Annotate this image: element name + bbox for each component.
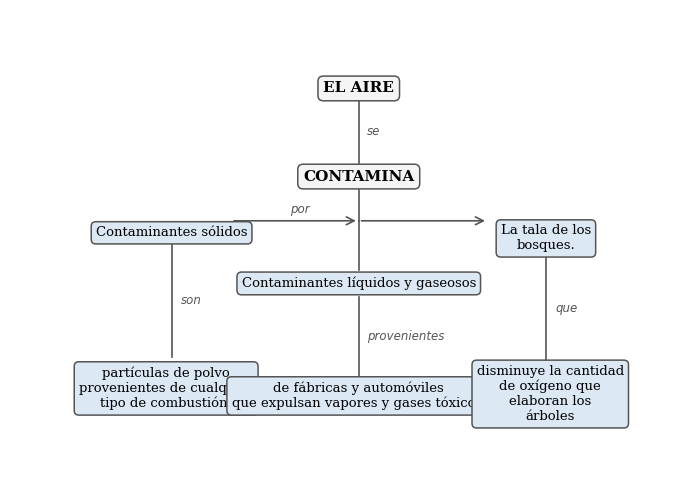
Text: se: se: [367, 126, 380, 138]
Text: disminuye la cantidad
de oxígeno que
elaboran los
árboles: disminuye la cantidad de oxígeno que ela…: [477, 365, 624, 423]
Text: que: que: [555, 302, 578, 315]
Text: Contaminantes sólidos: Contaminantes sólidos: [96, 226, 247, 239]
Text: partículas de polvo
provenientes de cualquier
tipo de combustión.: partículas de polvo provenientes de cual…: [79, 366, 253, 411]
Text: son: son: [181, 294, 202, 307]
Text: por: por: [290, 203, 310, 216]
Text: CONTAMINA: CONTAMINA: [303, 169, 414, 184]
Text: La tala de los
bosques.: La tala de los bosques.: [500, 225, 591, 252]
Text: de fábricas y automóviles
que expulsan vapores y gases tóxicos.: de fábricas y automóviles que expulsan v…: [232, 381, 486, 411]
Text: EL AIRE: EL AIRE: [323, 81, 394, 95]
Text: Contaminantes líquidos y gaseosos: Contaminantes líquidos y gaseosos: [241, 277, 476, 290]
Text: provenientes: provenientes: [367, 330, 444, 343]
